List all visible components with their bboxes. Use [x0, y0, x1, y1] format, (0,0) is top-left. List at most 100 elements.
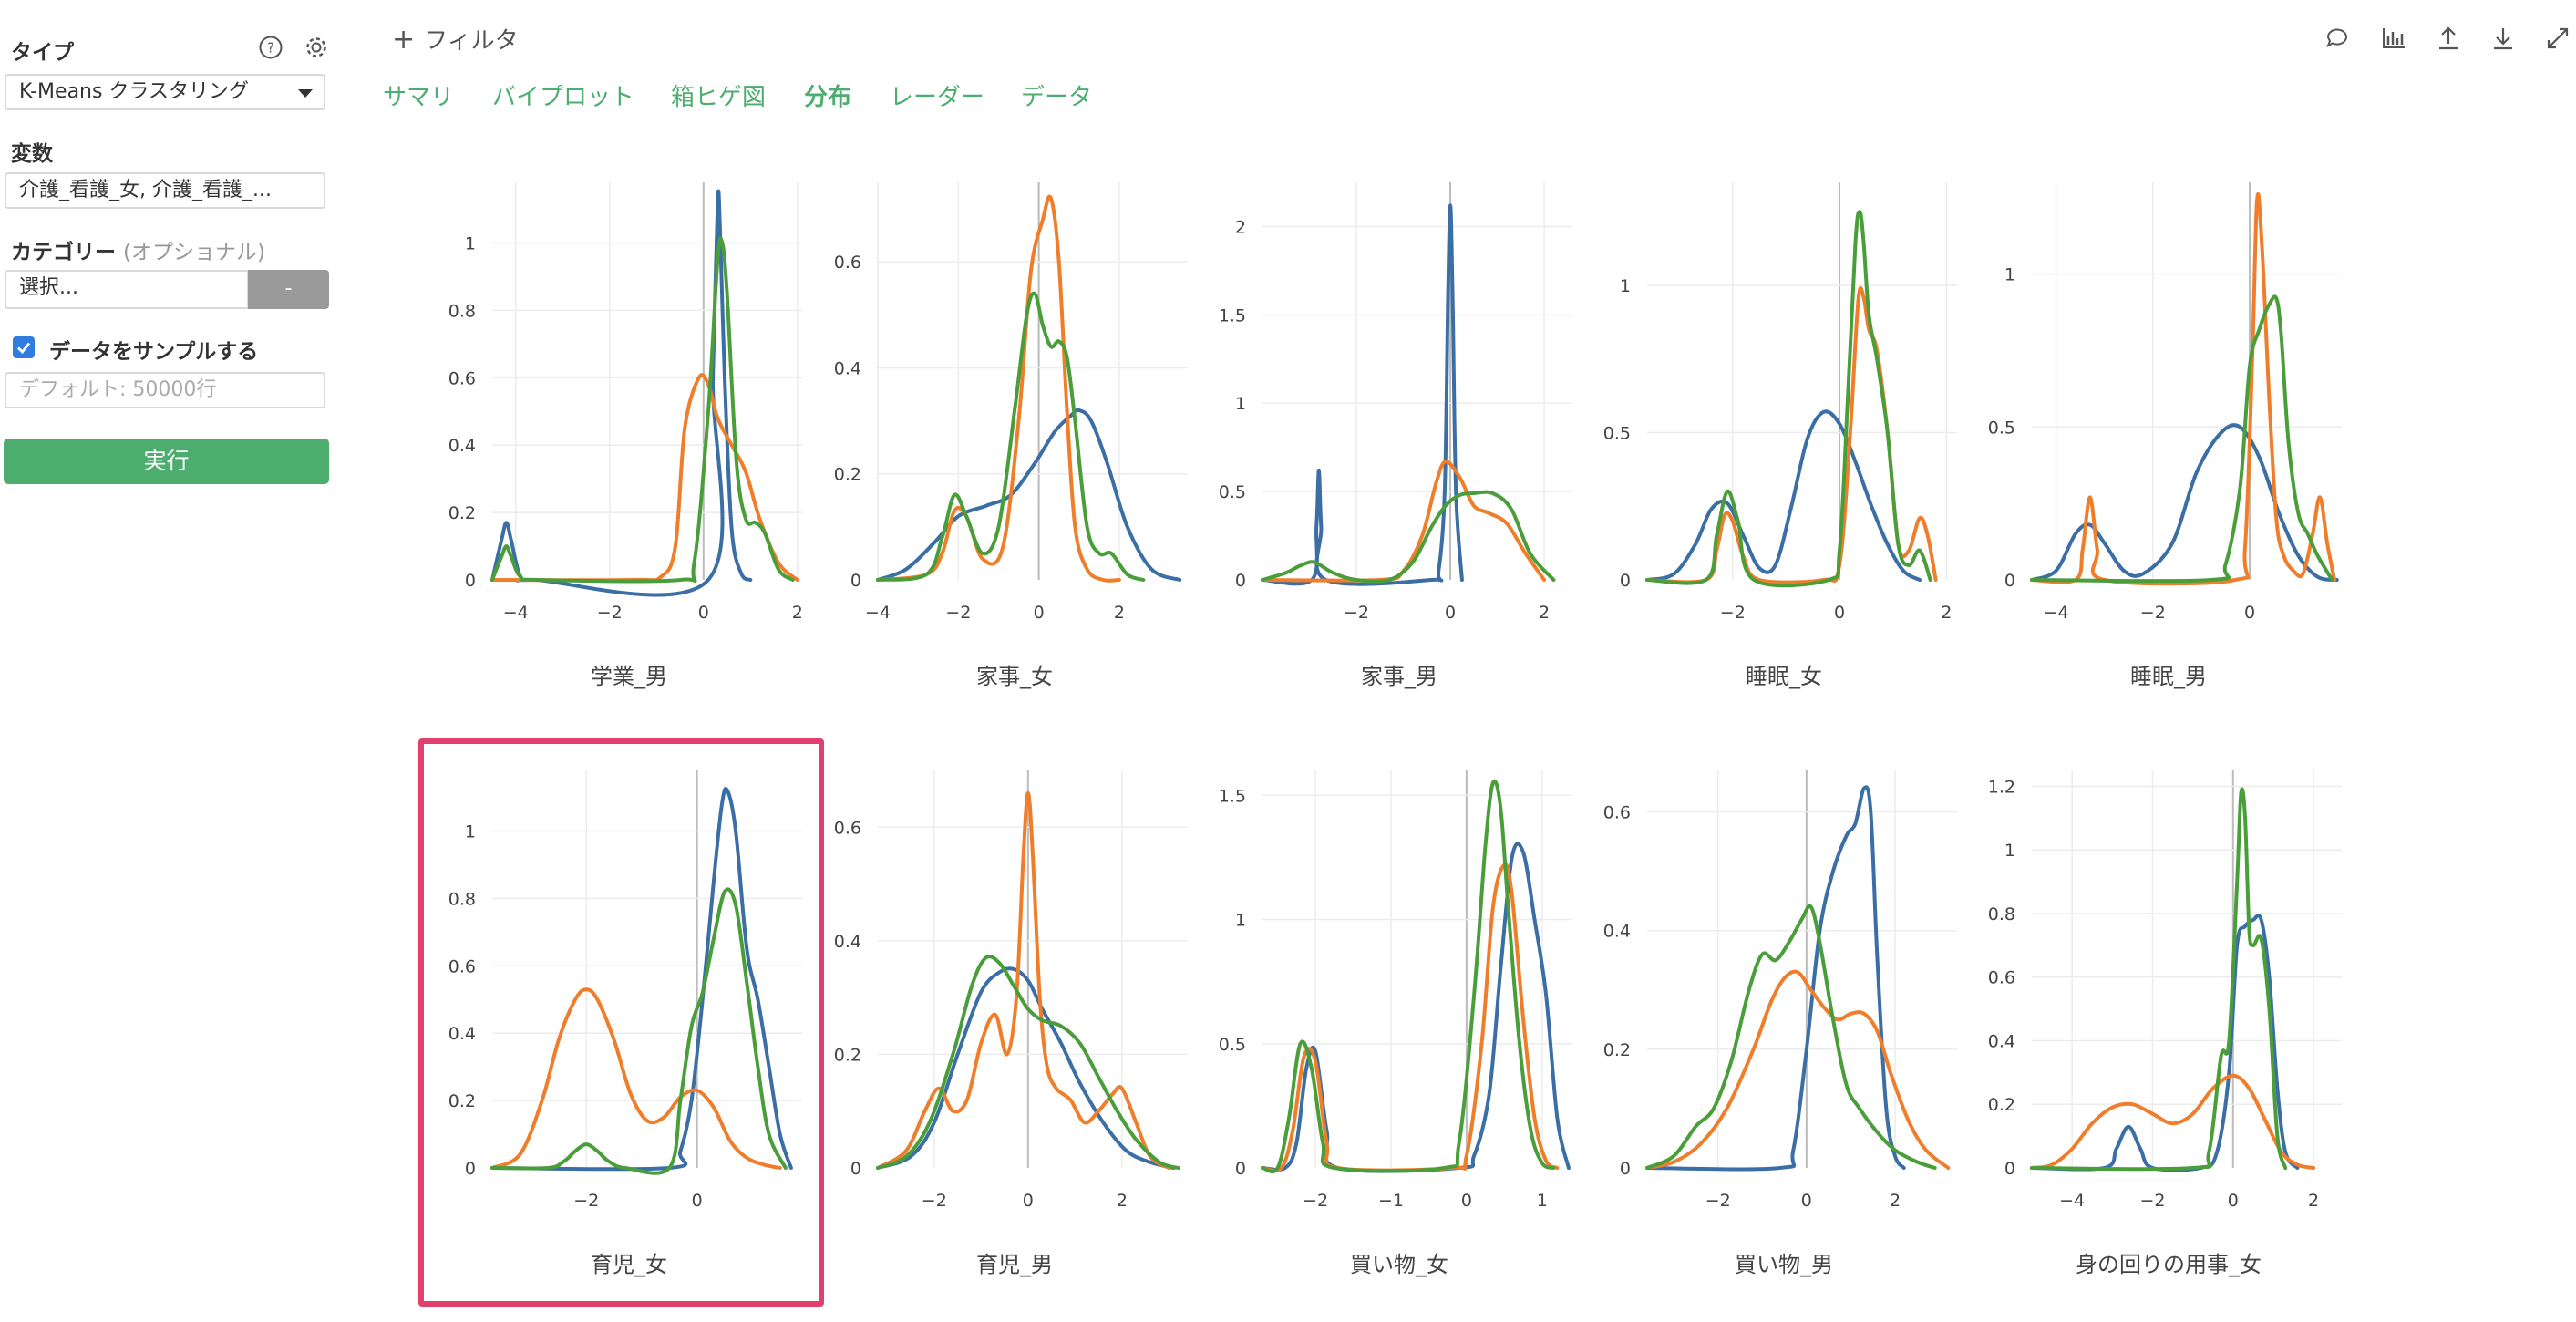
x-tick-label: 2	[792, 603, 803, 623]
plus-icon: +	[392, 24, 416, 56]
density-line-green	[1261, 779, 1556, 1173]
y-tick-label: 0	[1620, 1159, 1631, 1179]
density-line-green	[2030, 294, 2334, 584]
chart-title: 家事_女	[976, 664, 1053, 689]
chart-title: 睡眠_女	[1746, 664, 1822, 689]
density-chart-5: −4 −2 0 0 0.5 1 睡眠_男	[1988, 182, 2342, 689]
y-tick-label: 0.2	[834, 1045, 861, 1065]
sample-size-input[interactable]: デフォルト: 50000行	[5, 372, 325, 408]
y-tick-label: 0.8	[1988, 904, 2015, 924]
chart-title: 家事_男	[1361, 664, 1437, 689]
variables-value: 介護_看護_女, 介護_看護_...	[19, 179, 272, 201]
expand-icon[interactable]	[2543, 24, 2572, 53]
chart-title: 育児_男	[976, 1252, 1053, 1277]
density-line-blue	[490, 787, 793, 1172]
x-tick-label: −2	[1705, 1191, 1731, 1211]
density-chart-8: −2 −1 0 1 0 0.5 1 1.5 買い物_女	[1219, 770, 1572, 1277]
x-tick-label: 0	[2228, 1191, 2239, 1211]
tab-biplot[interactable]: バイプロット	[492, 84, 635, 111]
x-tick-label: −2	[1303, 1191, 1328, 1211]
density-chart-3: −2 0 2 0 0.5 1 1.5 2 家事_男	[1219, 182, 1572, 689]
tab-boxplot[interactable]: 箱ヒゲ図	[671, 84, 767, 111]
density-line-green	[490, 887, 788, 1175]
tab-distribution[interactable]: 分布	[804, 84, 852, 111]
download-icon[interactable]	[2488, 24, 2518, 53]
density-line-green	[876, 291, 1146, 582]
x-tick-label: −4	[2044, 603, 2069, 623]
y-tick-label: 1.5	[1219, 786, 1246, 806]
x-tick-label: 2	[1941, 603, 1952, 623]
type-select[interactable]: K-Means クラスタリング	[5, 74, 325, 110]
y-tick-label: 0	[465, 1159, 476, 1179]
x-tick-label: 0	[1461, 1191, 1472, 1211]
density-line-blue	[1645, 785, 1906, 1172]
x-tick-label: 2	[1117, 1191, 1128, 1211]
help-icon[interactable]: ?	[259, 36, 283, 59]
category-optional-text: (オプショナル)	[123, 241, 265, 264]
y-tick-label: 0	[1620, 571, 1631, 591]
x-tick-label: 2	[1890, 1191, 1901, 1211]
sample-size-placeholder: デフォルト: 50000行	[19, 378, 217, 401]
x-tick-label: 0	[1834, 603, 1845, 623]
sample-label: データをサンプルする	[49, 340, 259, 364]
y-tick-label: 0.4	[448, 436, 476, 456]
category-placeholder: 選択...	[19, 276, 78, 299]
chart-icon[interactable]	[2379, 24, 2408, 53]
check-icon	[17, 342, 31, 355]
comment-icon[interactable]	[2323, 24, 2352, 53]
filter-button[interactable]: + フィルタ	[392, 22, 519, 56]
y-tick-label: 0	[2004, 571, 2015, 591]
density-line-orange	[1645, 285, 1938, 584]
tab-summary[interactable]: サマリ	[383, 84, 455, 111]
tab-data[interactable]: データ	[1021, 84, 1093, 111]
type-select-value: K-Means クラスタリング	[19, 80, 250, 103]
x-tick-label: −2	[597, 603, 623, 623]
density-line-orange	[876, 790, 1171, 1170]
run-button[interactable]: 実行	[4, 439, 329, 484]
y-tick-label: 1	[465, 822, 476, 842]
density-chart-2: −4 −2 0 2 0 0.2 0.4 0.6 家事_女	[834, 182, 1188, 689]
filter-label: フィルタ	[424, 27, 519, 55]
chart-title: 育児_女	[591, 1252, 667, 1277]
upload-icon[interactable]	[2434, 24, 2463, 53]
density-line-green	[1261, 490, 1556, 584]
y-tick-label: 0.8	[448, 889, 476, 909]
x-tick-label: 2	[1114, 603, 1125, 623]
variables-label: 変数	[11, 142, 53, 166]
y-tick-label: 0	[850, 571, 861, 591]
y-tick-label: 0.2	[834, 465, 861, 485]
y-tick-label: 0.4	[448, 1024, 476, 1044]
density-chart-10: −4 −2 0 2 0 0.2 0.4 0.6 0.8 1 1.2 身の回りの用事_女	[1988, 770, 2342, 1277]
density-line-blue	[1261, 203, 1464, 586]
type-label: タイプ	[11, 41, 74, 65]
y-tick-label: 0.5	[1219, 482, 1246, 502]
tab-radar[interactable]: レーダー	[890, 84, 985, 111]
chart-title: 睡眠_男	[2130, 664, 2207, 689]
y-tick-label: 0.6	[834, 253, 861, 273]
density-line-orange	[2030, 191, 2336, 586]
y-tick-label: 1	[2004, 841, 2015, 861]
x-tick-label: 2	[1539, 603, 1550, 623]
y-tick-label: 0.4	[1988, 1031, 2015, 1051]
x-tick-label: −1	[1378, 1191, 1404, 1211]
y-tick-label: 0.2	[1603, 1040, 1631, 1060]
x-tick-label: −2	[2139, 1191, 2165, 1211]
category-clear-button[interactable]: -	[248, 270, 329, 309]
y-tick-label: 0.6	[448, 956, 476, 976]
x-tick-label: 1	[1537, 1191, 1548, 1211]
sample-checkbox[interactable]	[13, 336, 35, 358]
y-tick-label: 1	[465, 234, 476, 254]
density-line-blue	[1261, 842, 1571, 1173]
variables-input[interactable]: 介護_看護_女, 介護_看護_...	[5, 172, 325, 209]
y-tick-label: 2	[1235, 217, 1246, 237]
gear-icon[interactable]	[304, 36, 328, 59]
y-tick-label: 0	[1235, 1159, 1246, 1179]
x-tick-label: −2	[1720, 603, 1746, 623]
x-tick-label: −4	[2059, 1191, 2085, 1211]
category-select[interactable]: 選択...	[5, 270, 249, 309]
highlight-box	[418, 738, 824, 1307]
y-tick-label: 0	[2004, 1159, 2015, 1179]
y-tick-label: 0.5	[1603, 424, 1631, 444]
x-tick-label: 0	[1034, 603, 1045, 623]
density-line-orange	[876, 194, 1121, 583]
